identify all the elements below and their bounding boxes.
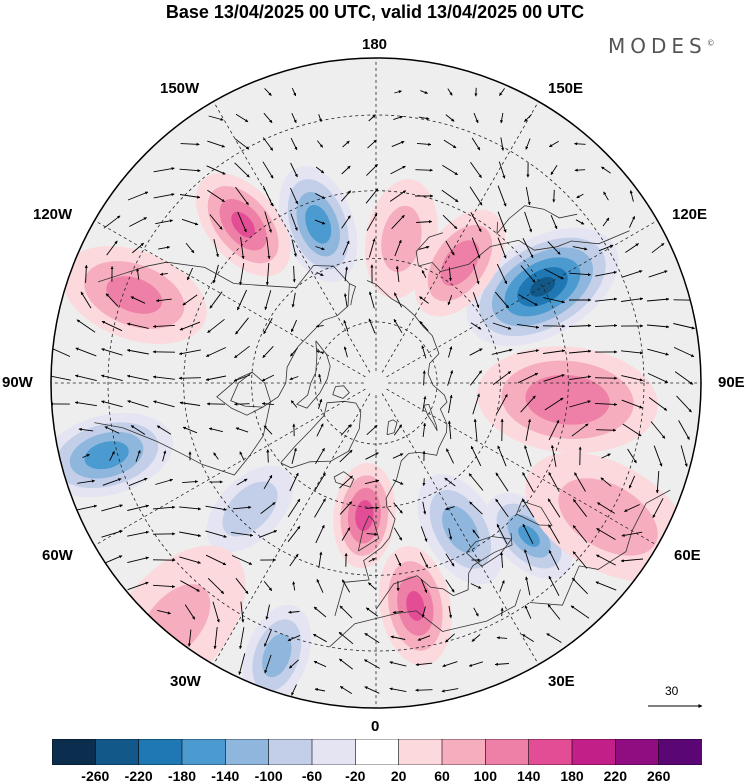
colorbar-box bbox=[485, 739, 529, 765]
colorbar-box bbox=[52, 739, 96, 765]
lon-label-150e: 150E bbox=[548, 80, 583, 97]
map-disc bbox=[20, 27, 732, 739]
wind-vector-arrow bbox=[415, 170, 432, 171]
colorbar-tick-label: 20 bbox=[391, 768, 407, 784]
colorbar-tick-label: 220 bbox=[604, 768, 627, 784]
colorbar-box bbox=[182, 739, 226, 765]
lon-label-120w: 120W bbox=[33, 206, 72, 223]
lon-label-120e: 120E bbox=[672, 206, 707, 223]
reference-vector-label: 30 bbox=[665, 684, 678, 698]
wind-vector-arrow bbox=[595, 378, 617, 379]
wind-vector-arrow bbox=[596, 430, 616, 431]
wind-vector-arrow bbox=[502, 608, 503, 616]
lon-label-90w: 90W bbox=[2, 374, 33, 391]
lon-label-90e: 90E bbox=[718, 374, 745, 391]
colorbar-tick-label: -20 bbox=[345, 768, 365, 784]
colorbar-box bbox=[95, 739, 139, 765]
wind-vector-arrow bbox=[234, 404, 249, 405]
colorbar-tick-label: -60 bbox=[302, 768, 322, 784]
lon-label-60e: 60E bbox=[674, 547, 701, 564]
colorbar-tick-label: 60 bbox=[434, 768, 450, 784]
colorbar-box bbox=[312, 739, 356, 765]
colorbar-box bbox=[659, 739, 702, 765]
wind-vector-arrow bbox=[268, 450, 269, 463]
colorbar-tick-label: 180 bbox=[560, 768, 583, 784]
lon-label-0: 0 bbox=[371, 718, 379, 735]
colorbar-tick-label: -220 bbox=[125, 768, 153, 784]
lon-label-180: 180 bbox=[362, 36, 387, 53]
colorbar-tick-label: 260 bbox=[647, 768, 670, 784]
colorbar-box bbox=[269, 739, 313, 765]
lon-label-60w: 60W bbox=[42, 547, 73, 564]
colorbar-tick-label: 100 bbox=[474, 768, 497, 784]
colorbar-tick-label: -260 bbox=[81, 768, 109, 784]
colorbar bbox=[52, 739, 702, 765]
lon-label-30e: 30E bbox=[548, 673, 575, 690]
colorbar-box bbox=[615, 739, 659, 765]
wind-vector-arrow bbox=[366, 508, 379, 509]
wind-vector-arrow bbox=[554, 190, 555, 202]
colorbar-box bbox=[139, 739, 183, 765]
colorbar-box bbox=[225, 739, 269, 765]
colorbar-box bbox=[355, 739, 399, 765]
lon-label-150w: 150W bbox=[160, 80, 199, 97]
colorbar-tick-label: -140 bbox=[211, 768, 239, 784]
colorbar-box bbox=[399, 739, 443, 765]
wind-vector-arrow bbox=[424, 478, 425, 485]
wind-vector-arrow bbox=[574, 144, 585, 145]
wind-vector-arrow bbox=[416, 690, 433, 691]
wind-vector-arrow bbox=[179, 378, 201, 379]
colorbar-tick-label: -180 bbox=[168, 768, 196, 784]
colorbar-tick-label: -100 bbox=[255, 768, 283, 784]
lon-label-30w: 30W bbox=[170, 673, 201, 690]
colorbar-tick-label: 140 bbox=[517, 768, 540, 784]
colorbar-box bbox=[572, 739, 616, 765]
wind-vector-arrow bbox=[575, 170, 585, 171]
colorbar-box bbox=[442, 739, 486, 765]
colorbar-box bbox=[529, 739, 573, 765]
